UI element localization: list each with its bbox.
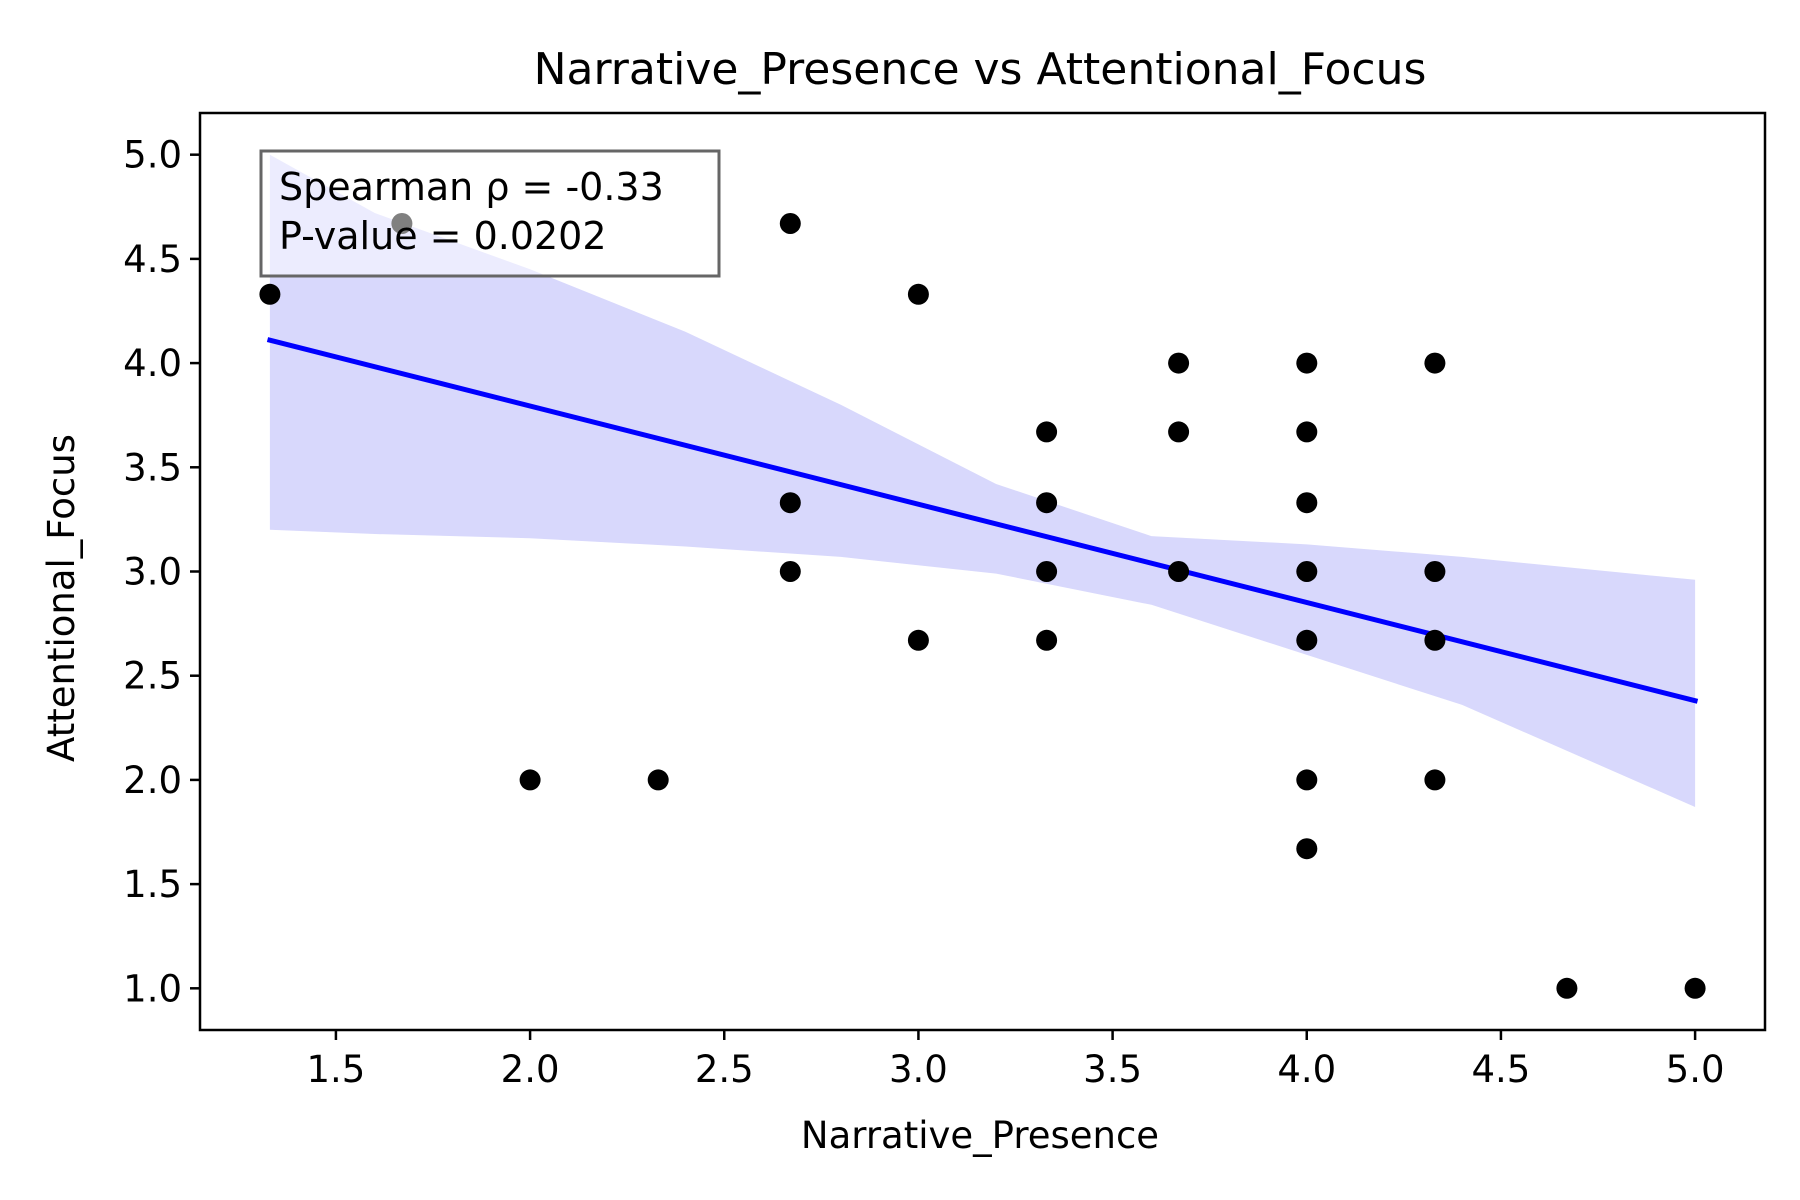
y-ticks-layer: 1.0 1.5 2.0 2.5 3.0 3.5 4.0 4.5 5.0	[123, 134, 200, 1010]
data-point	[1424, 561, 1446, 582]
chart-title: Narrative_Presence vs Attentional_Focus	[534, 44, 1427, 95]
y-tick-label: 2.0	[123, 759, 182, 802]
data-point	[1036, 421, 1058, 443]
x-tick-label: 2.5	[695, 1048, 754, 1091]
confidence-band-layer	[269, 154, 1696, 807]
data-point	[1424, 629, 1446, 651]
confidence-band	[269, 154, 1696, 807]
data-point	[779, 213, 801, 234]
y-tick-label: 3.0	[123, 551, 182, 594]
regression-line-layer	[266, 337, 1699, 704]
data-point	[1168, 421, 1190, 443]
data-point	[1036, 629, 1058, 651]
y-tick-label: 2.5	[123, 655, 182, 698]
x-tick-label: 4.5	[1472, 1048, 1531, 1091]
x-tick-label: 3.0	[889, 1048, 948, 1091]
data-point	[1296, 352, 1318, 374]
data-point	[1168, 352, 1190, 374]
y-tick-label: 4.5	[123, 238, 182, 281]
x-axis-label: Narrative_Presence	[801, 1114, 1159, 1157]
data-point	[519, 769, 541, 791]
data-point	[1296, 838, 1318, 860]
data-point	[1036, 561, 1058, 582]
x-tick-label: 1.5	[306, 1048, 365, 1091]
y-tick-label: 5.0	[123, 134, 182, 177]
data-point	[259, 283, 281, 305]
data-point	[1036, 492, 1058, 514]
data-point	[1296, 421, 1318, 443]
data-point	[1296, 492, 1318, 514]
data-point	[1168, 561, 1190, 582]
data-point	[1556, 977, 1578, 999]
y-tick-label: 1.5	[123, 863, 182, 906]
stats-annotation: Spearman ρ = -0.33 P-value = 0.0202	[259, 149, 721, 278]
data-point	[1296, 561, 1318, 582]
data-point	[779, 492, 801, 514]
x-tick-label: 3.5	[1083, 1048, 1142, 1091]
p-value-text: P-value = 0.0202	[279, 214, 607, 258]
y-tick-label: 3.5	[123, 446, 182, 489]
y-tick-label: 1.0	[123, 967, 182, 1010]
regression-line	[266, 337, 1699, 704]
x-tick-label: 5.0	[1666, 1048, 1725, 1091]
data-point	[907, 283, 929, 305]
stats-annotation-box	[259, 149, 721, 278]
data-point	[1424, 769, 1446, 791]
y-axis-label: Attentional_Focus	[40, 434, 83, 762]
data-point	[1684, 977, 1706, 999]
x-ticks-layer: 1.5 2.0 2.5 3.0 3.5 4.0 4.5 5.0	[306, 1030, 1725, 1091]
data-point	[647, 769, 669, 791]
x-tick-label: 2.0	[501, 1048, 560, 1091]
data-point	[1424, 352, 1446, 374]
data-point	[907, 629, 929, 651]
data-point	[1296, 769, 1318, 791]
data-point	[1296, 629, 1318, 651]
y-tick-label: 4.0	[123, 342, 182, 385]
data-point	[779, 561, 801, 582]
x-tick-label: 4.0	[1277, 1048, 1336, 1091]
spearman-text: Spearman ρ = -0.33	[279, 165, 664, 209]
